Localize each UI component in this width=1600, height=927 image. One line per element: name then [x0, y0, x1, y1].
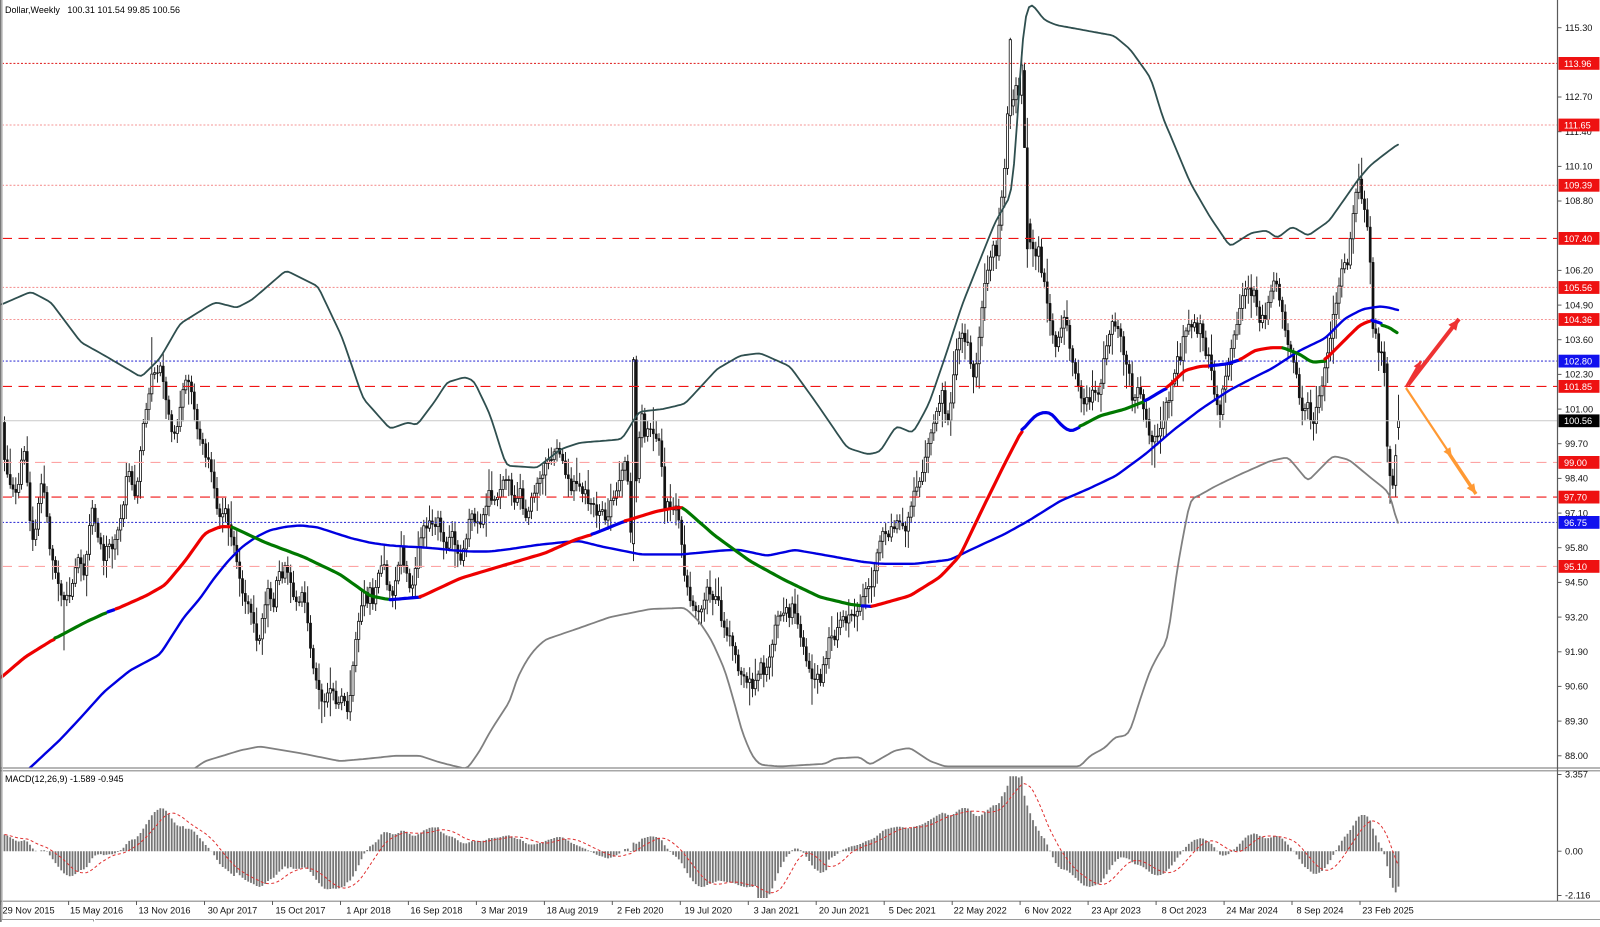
svg-text:94.50: 94.50: [1565, 578, 1588, 588]
svg-text:MACD(12,26,9) -1.589 -0.945: MACD(12,26,9) -1.589 -0.945: [5, 774, 124, 784]
svg-text:18 Aug 2019: 18 Aug 2019: [547, 906, 599, 916]
svg-text:100.56: 100.56: [1564, 416, 1592, 426]
svg-text:108.80: 108.80: [1565, 196, 1593, 206]
svg-text:111.40: 111.40: [1565, 127, 1592, 137]
svg-text:24 Mar 2024: 24 Mar 2024: [1226, 906, 1278, 916]
svg-text:2 Feb 2020: 2 Feb 2020: [617, 906, 664, 916]
svg-text:98.40: 98.40: [1565, 474, 1588, 484]
svg-text:102.80: 102.80: [1564, 357, 1592, 367]
svg-text:104.90: 104.90: [1565, 300, 1593, 310]
svg-text:115.30: 115.30: [1565, 23, 1592, 33]
svg-text:107.40: 107.40: [1564, 234, 1592, 244]
svg-text:96.75: 96.75: [1564, 518, 1587, 528]
svg-text:97.10: 97.10: [1565, 508, 1588, 518]
svg-text:0.00: 0.00: [1565, 846, 1583, 856]
svg-text:15 Oct 2017: 15 Oct 2017: [275, 906, 325, 916]
svg-text:29 Nov 2015: 29 Nov 2015: [3, 906, 55, 916]
svg-text:110.10: 110.10: [1565, 162, 1592, 172]
svg-text:8 Oct 2023: 8 Oct 2023: [1162, 906, 1207, 916]
svg-text:16 Sep 2018: 16 Sep 2018: [410, 906, 462, 916]
svg-text:-2.116: -2.116: [1565, 891, 1590, 901]
svg-text:93.20: 93.20: [1565, 612, 1588, 622]
svg-text:1 Apr 2018: 1 Apr 2018: [346, 906, 390, 916]
svg-text:97.70: 97.70: [1564, 493, 1587, 503]
svg-text:104.36: 104.36: [1564, 315, 1592, 325]
svg-text:91.90: 91.90: [1565, 647, 1588, 657]
svg-text:15 May 2016: 15 May 2016: [70, 906, 123, 916]
svg-text:99.70: 99.70: [1565, 439, 1588, 449]
svg-text:5 Dec 2021: 5 Dec 2021: [889, 906, 936, 916]
svg-text:113.96: 113.96: [1564, 59, 1591, 69]
svg-text:19 Jul 2020: 19 Jul 2020: [685, 906, 733, 916]
svg-text:111.65: 111.65: [1564, 120, 1591, 130]
svg-text:6 Nov 2022: 6 Nov 2022: [1025, 906, 1072, 916]
svg-text:112.70: 112.70: [1565, 92, 1592, 102]
svg-text:109.39: 109.39: [1564, 181, 1592, 191]
svg-text:106.20: 106.20: [1565, 266, 1593, 276]
svg-text:23 Apr 2023: 23 Apr 2023: [1091, 906, 1141, 916]
svg-text:95.80: 95.80: [1565, 543, 1588, 553]
svg-text:3.357: 3.357: [1565, 770, 1588, 780]
svg-text:90.60: 90.60: [1565, 682, 1588, 692]
svg-text:8 Sep 2024: 8 Sep 2024: [1296, 906, 1343, 916]
svg-text:102.30: 102.30: [1565, 370, 1593, 380]
svg-text:88.00: 88.00: [1565, 751, 1588, 761]
svg-text:3 Jan 2021: 3 Jan 2021: [754, 906, 799, 916]
svg-text:101.00: 101.00: [1565, 404, 1593, 414]
svg-text:103.60: 103.60: [1565, 335, 1593, 345]
svg-text:20 Jun 2021: 20 Jun 2021: [819, 906, 870, 916]
svg-text:89.30: 89.30: [1565, 716, 1588, 726]
svg-text:95.10: 95.10: [1564, 562, 1587, 572]
svg-text:3 Mar 2019: 3 Mar 2019: [481, 906, 527, 916]
svg-text:101.85: 101.85: [1564, 382, 1592, 392]
svg-text:13 Nov 2016: 13 Nov 2016: [138, 906, 190, 916]
svg-text:23 Feb 2025: 23 Feb 2025: [1362, 906, 1414, 916]
svg-text:30 Apr 2017: 30 Apr 2017: [208, 906, 258, 916]
svg-text:99.00: 99.00: [1564, 458, 1587, 468]
svg-text:Dollar,Weekly 100.31 101.54: Dollar,Weekly 100.31 101.54 99.85 100.56: [5, 5, 180, 15]
svg-text:22 May 2022: 22 May 2022: [954, 906, 1007, 916]
svg-text:105.56: 105.56: [1564, 283, 1592, 293]
